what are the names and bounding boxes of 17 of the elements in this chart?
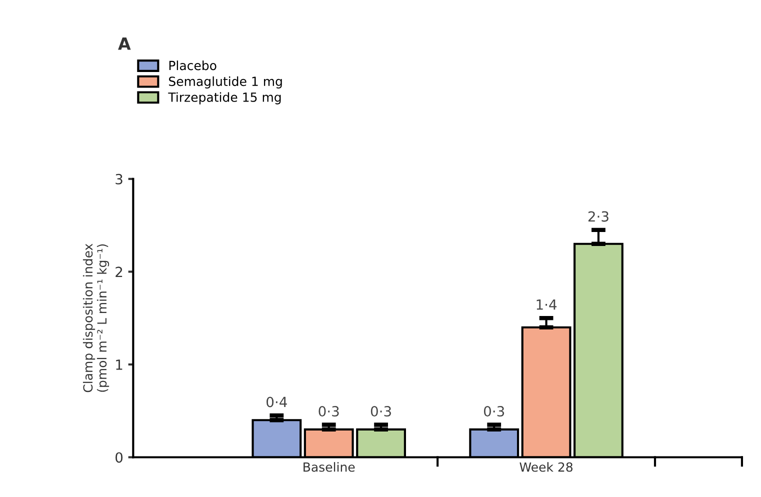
y-tick-label: 0 xyxy=(116,452,123,463)
data-label: 0·3 xyxy=(318,406,339,417)
x-tick-label: Week 28 xyxy=(520,462,572,472)
data-label: 0·3 xyxy=(484,406,504,417)
legend-label: Placebo xyxy=(169,60,216,70)
data-label: 0·4 xyxy=(266,396,287,408)
data-label: 0·3 xyxy=(370,406,391,417)
x-tick-label: Baseline xyxy=(304,462,355,472)
legend-label: Tirzepatide 15 mg xyxy=(168,92,281,104)
legend-label: Semaglutide 1 mg xyxy=(169,76,282,88)
y-axis-title: Clamp disposition index (pmol m⁻² L min⁻¹ kg⁻¹) xyxy=(82,244,110,392)
y-tick-label: 3 xyxy=(116,174,122,184)
data-label: 1·4 xyxy=(536,300,557,310)
data-label: 2·3 xyxy=(588,211,608,222)
y-tick-label: 2 xyxy=(116,266,122,277)
y-tick-label: 1 xyxy=(116,360,122,370)
chart-title: A xyxy=(118,38,131,50)
